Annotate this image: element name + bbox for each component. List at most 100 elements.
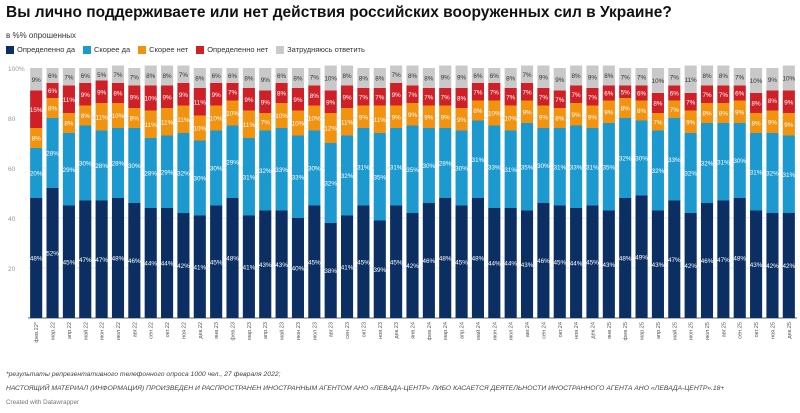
bar-segment [651,130,664,211]
data-label: 11% [685,77,698,84]
bar-segment [782,135,795,213]
data-label: 7% [64,74,74,81]
bar-segment [488,125,501,208]
bar-segment [144,65,157,86]
data-label: 9% [179,92,189,99]
bar-segment [553,205,566,318]
data-label: 10% [226,111,239,118]
data-label: 7% [392,72,402,79]
x-tick-label: май.25 [671,322,678,340]
legend-swatch [83,45,92,54]
data-label: 29% [226,159,239,166]
bar-segment [750,133,763,211]
data-label: 9% [441,74,451,81]
data-label: 7% [130,74,140,81]
data-label: 45% [553,259,566,266]
data-label: 9% [604,109,614,116]
data-label: 28% [439,161,452,168]
data-label: 9% [588,114,598,121]
bar-segment [128,85,141,108]
bar-segment [700,65,714,86]
data-label: 42% [684,263,697,270]
bar-segment [259,68,272,91]
bar-segment [259,210,272,318]
data-label: 9% [392,92,402,99]
bar-segment [504,130,517,208]
data-label: 9% [572,112,582,119]
data-label: 8% [359,76,369,83]
bar-segment [259,130,272,211]
data-label: 7% [441,94,451,101]
data-label: 11% [341,119,354,126]
bar-segment [373,220,386,318]
data-label: 8% [457,96,467,103]
data-label: 9% [293,97,303,104]
bar-segment [357,105,370,128]
bar-segment [619,98,632,118]
bar-segment [259,90,272,113]
credit: Created with Datawrapper [6,399,80,406]
data-label: 9% [555,77,565,84]
data-label: 11% [374,117,387,124]
data-label: 28% [95,163,108,170]
x-tick-label: авг.24 [525,322,531,337]
x-tick-label: ноя.22 [181,322,187,339]
bar-segment [291,68,305,88]
bar-segment [635,120,648,196]
data-label: 39% [373,267,386,274]
data-label: 8% [572,73,582,80]
data-label: 9% [735,109,745,116]
data-label: 6% [228,73,238,80]
data-label: 30% [193,176,206,183]
data-label: 12% [324,126,337,133]
data-label: 29% [161,169,174,176]
data-label: 48% [733,256,746,263]
data-label: 7% [408,92,418,99]
data-label: 9% [768,119,778,126]
data-label: 8% [244,76,254,83]
data-label: 6% [490,73,500,80]
bar-segment [422,88,435,106]
data-label: 7% [670,74,680,81]
data-label: 46% [701,258,714,265]
bar-segment [390,205,403,318]
bar-segment [242,68,255,88]
bar-segment [210,205,223,318]
x-tick-label: окт.22 [165,322,171,337]
bar-segment [439,105,452,128]
bar-segment [766,68,779,91]
bar-segment [455,130,468,206]
bar-segment [111,198,125,318]
data-label: 9% [686,119,696,126]
data-label: 7% [572,92,582,99]
bar-segment [144,110,157,138]
data-label: 10% [504,116,517,123]
bar-segment [340,85,354,108]
data-label: 7% [539,94,549,101]
data-label: 8% [604,73,614,80]
bar-segment [226,83,239,101]
data-label: 8% [375,76,385,83]
data-label: 8% [752,101,762,108]
data-label: 7% [228,89,238,96]
bar-segment [537,105,550,128]
bar-segment [357,88,370,106]
x-tick-label: дек.23 [394,322,400,339]
data-label: 9% [130,94,140,101]
bar-segment [275,128,288,211]
bar-segment [602,123,615,211]
bar-segment [733,85,746,101]
bar-segment [111,128,125,198]
bar-segment [144,208,157,318]
data-label: 31% [390,164,403,171]
data-label: 49% [635,254,648,261]
bar-segment [30,148,43,198]
data-label: 42% [406,263,419,270]
data-label: 43% [275,262,288,269]
bar-segment [357,128,370,206]
data-label: 9% [81,92,91,99]
bar-segment [602,85,615,101]
data-label: 7% [588,94,598,101]
data-label: 8% [130,116,140,123]
data-label: 6% [637,91,647,98]
